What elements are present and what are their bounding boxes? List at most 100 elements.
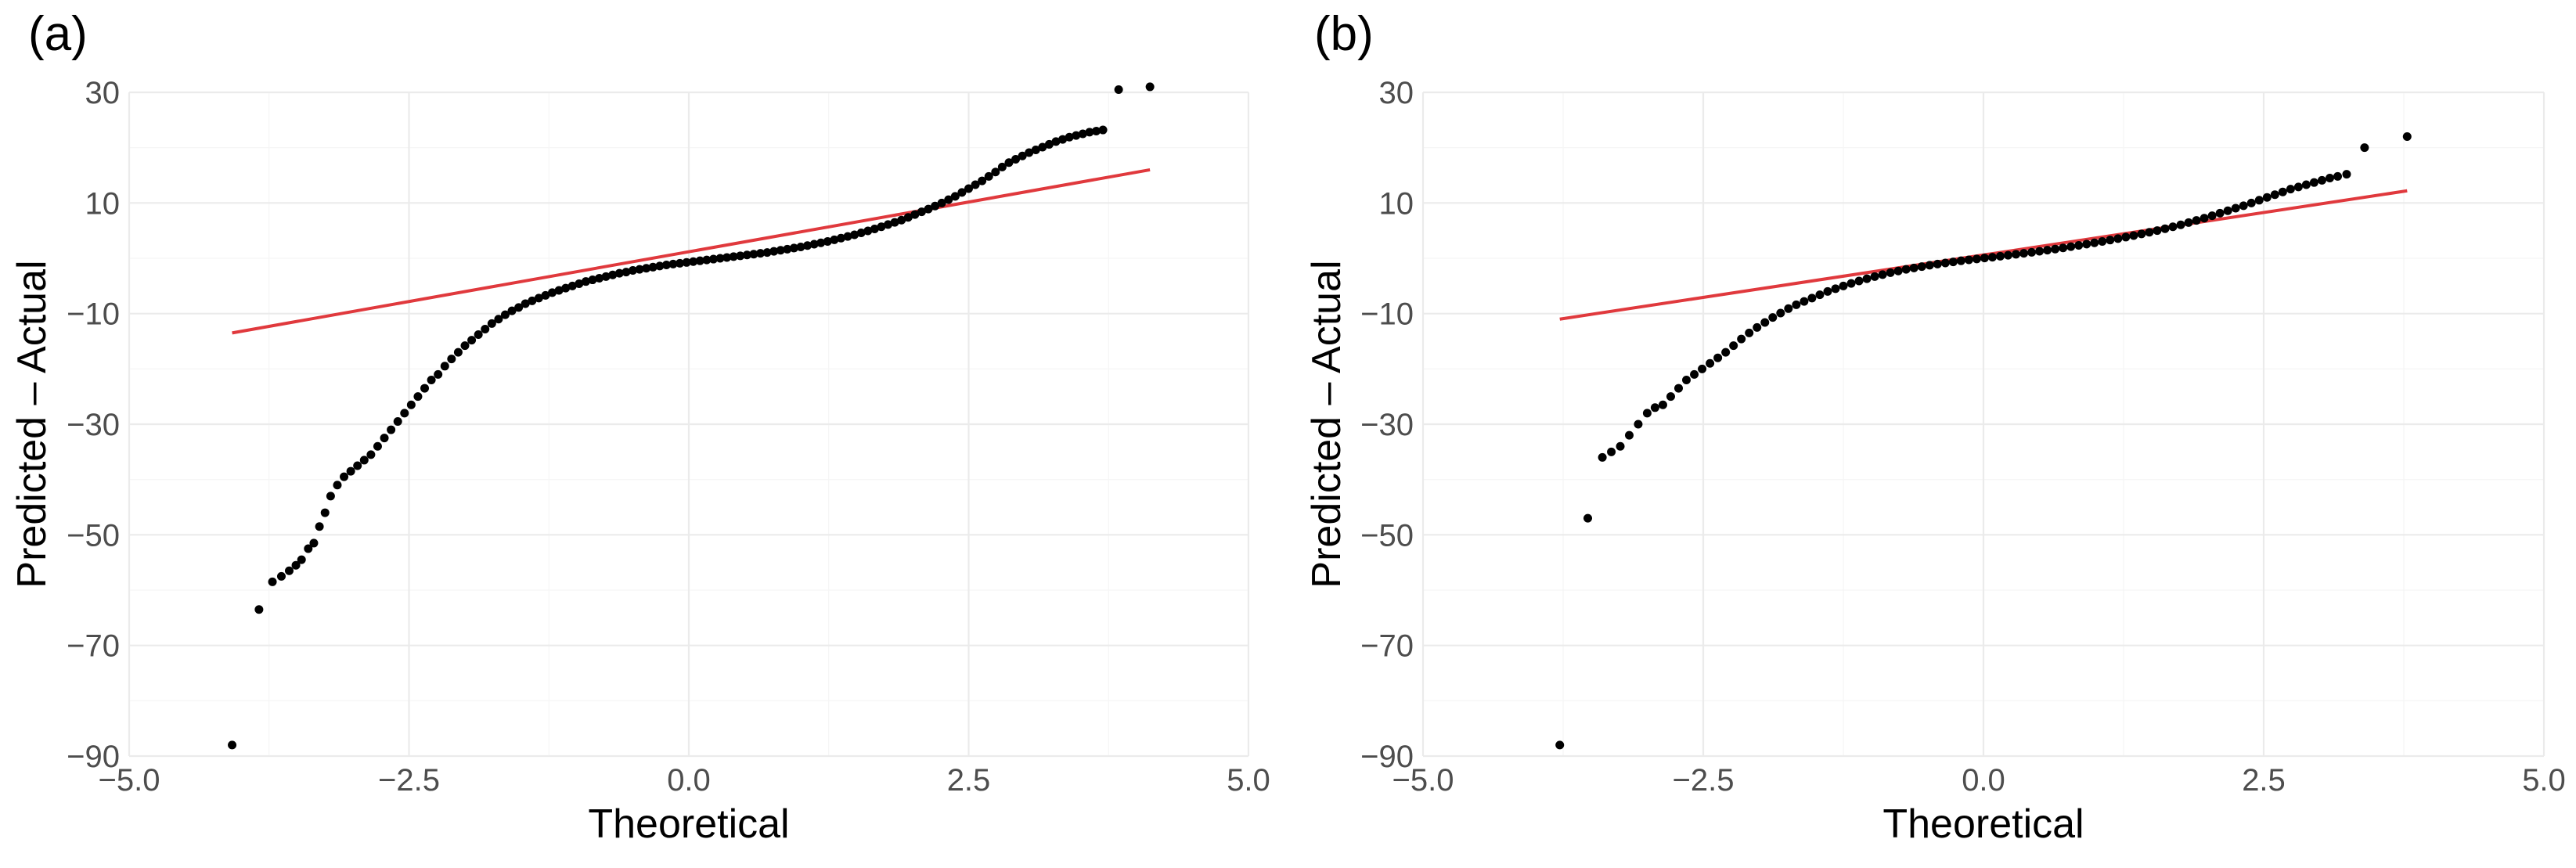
data-point [528,296,537,305]
data-point [353,461,362,470]
data-point [2004,250,2013,260]
data-point [2113,234,2123,243]
data-point [2402,132,2412,142]
data-point [2239,201,2248,211]
data-point [749,250,758,259]
data-point [359,456,369,465]
data-point [917,207,926,217]
data-point [897,215,906,225]
data-point [2286,185,2295,194]
data-point [481,324,490,333]
data-point [601,272,611,281]
data-point [884,220,893,229]
data-point [937,198,946,207]
data-point [1038,142,1047,152]
data-point [1018,151,1027,160]
data-point [2301,180,2311,189]
data-point [1831,284,1840,294]
data-point [1745,328,1754,337]
data-point [2192,216,2201,225]
data-point [742,250,751,260]
data-point [254,605,264,614]
data-point [1862,274,1872,283]
data-point [268,577,277,586]
data-point [340,472,349,481]
data-point [1706,358,1715,368]
data-point [2309,178,2318,187]
data-point [702,255,712,265]
data-point [1011,155,1021,164]
data-point [1729,341,1738,351]
data-point [984,171,993,181]
data-point [284,566,294,575]
data-point [1886,268,1895,277]
data-point [2215,208,2225,218]
data-point [1616,441,1625,451]
data-point [2121,232,2131,242]
data-point [1721,348,1731,357]
data-point [2207,211,2217,221]
data-point [291,560,301,570]
data-point [1980,254,1989,263]
data-point [1815,290,1825,300]
data-point [836,233,845,243]
data-point [2082,240,2091,249]
data-point [413,392,423,402]
data-point [366,450,376,459]
y-tick-label: −10 [1360,297,1414,332]
data-point [978,176,987,185]
data-point [427,375,436,384]
data-point [715,254,725,263]
y-tick-label: −30 [67,408,120,442]
data-point [729,252,738,261]
data-point [420,384,430,393]
y-tick-label: −70 [67,629,120,664]
data-point [668,259,678,268]
data-point [809,240,819,249]
data-point [393,416,402,426]
data-point [1598,452,1607,462]
data-point [228,740,237,750]
y-tick-label: 30 [1379,76,1414,110]
data-point [2012,250,2021,259]
data-point [1555,740,1565,750]
data-point [1972,254,1981,264]
data-point [856,228,866,237]
data-point [1065,132,1074,142]
data-point [1666,392,1675,402]
data-point [2160,224,2170,233]
data-point [910,210,920,219]
data-point [1650,403,1659,412]
data-point [561,283,571,293]
data-point [507,306,517,315]
data-point [1058,135,1068,144]
data-point [903,213,913,222]
data-point [2293,182,2303,192]
x-tick-label: −5.0 [1392,763,1454,798]
data-point [1682,375,1692,384]
data-point [1768,313,1778,322]
y-axis-title: Predicted – Actual [1304,260,1349,588]
data-point [2342,170,2351,179]
data-point [1092,126,1101,135]
data-point [2043,246,2052,255]
data-point [863,226,873,236]
data-point [655,261,665,271]
data-point [629,266,637,276]
data-point [1642,409,1652,418]
data-point [554,286,564,295]
data-point [304,544,313,553]
data-point [931,201,940,211]
data-point [373,441,382,451]
data-point [2176,220,2185,229]
data-point [789,243,798,253]
data-point [333,481,342,490]
data-point [642,264,651,273]
data-point [736,251,745,261]
data-point [890,218,899,227]
data-point [2145,228,2154,237]
data-point [661,260,671,269]
data-point [796,243,805,252]
x-tick-label: 0.0 [667,763,711,798]
